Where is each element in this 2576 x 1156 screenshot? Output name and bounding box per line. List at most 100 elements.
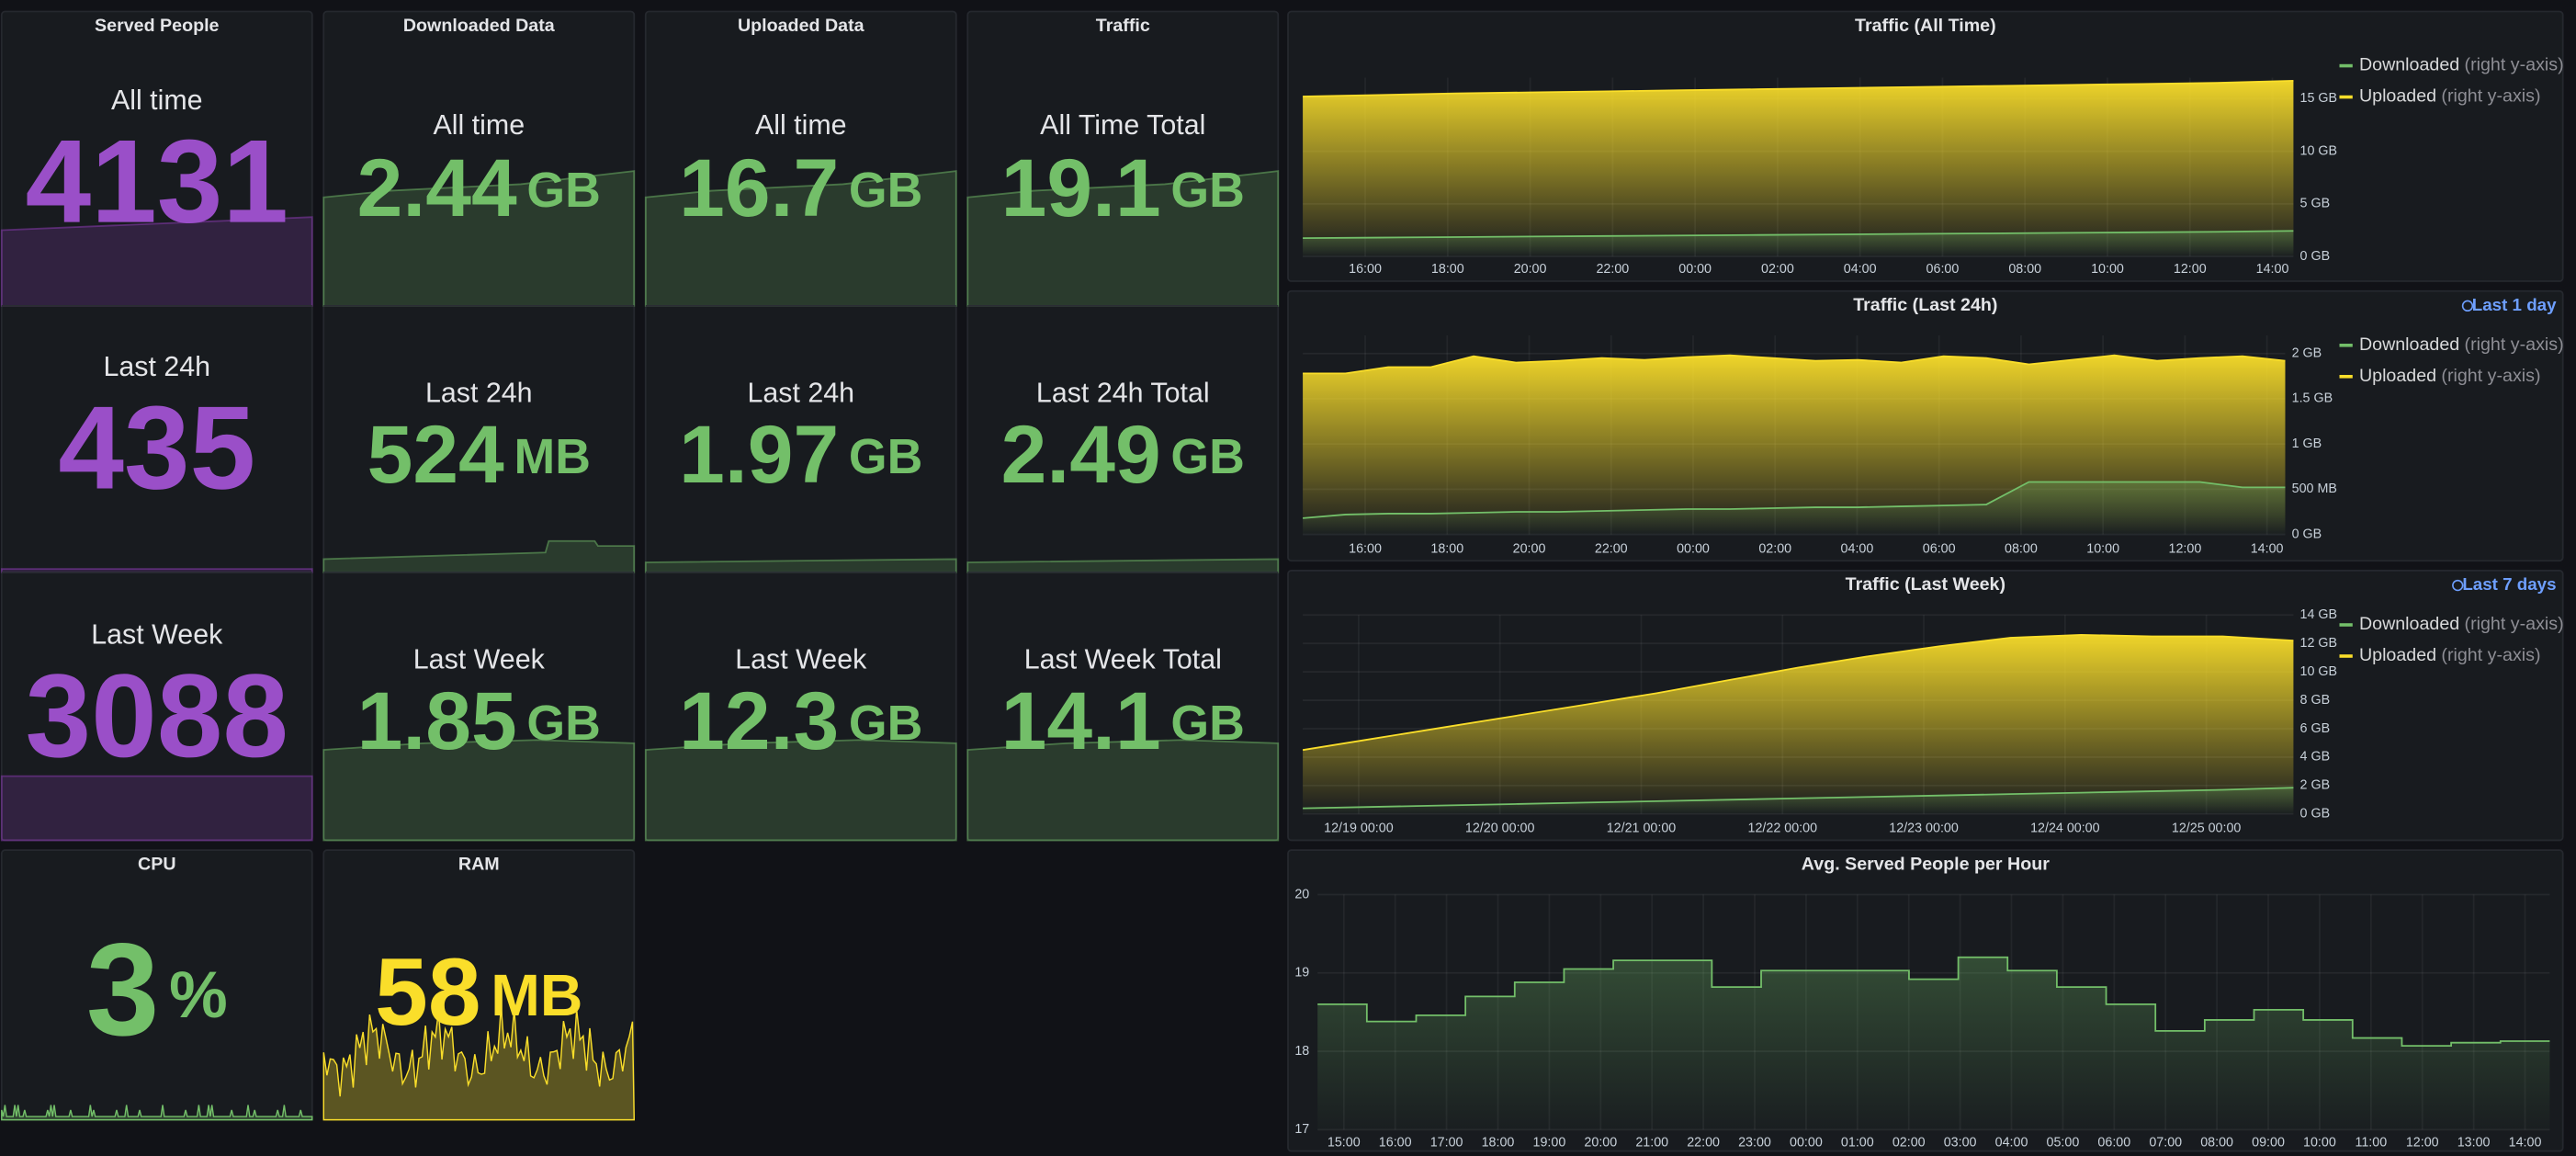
panel-title: Traffic (Last 24h): [1853, 295, 1997, 315]
sparkline: [644, 739, 957, 842]
stat-label: Last Week: [413, 643, 546, 674]
x-tick-label: 12/25 00:00: [2172, 822, 2242, 836]
series-line: [1317, 956, 2550, 1047]
stat-value: 3088: [26, 650, 288, 782]
sparkline: [322, 1005, 635, 1121]
x-tick-label: 08:00: [2005, 541, 2038, 556]
value: 12.3: [679, 674, 839, 766]
stat-value: 1.97 GB: [679, 408, 922, 500]
unit: GB: [849, 696, 922, 751]
series-line: [1303, 481, 2286, 519]
x-tick-label: 19:00: [1533, 1135, 1566, 1150]
value: 19.1: [1001, 142, 1161, 233]
x-tick-label: 12/21 00:00: [1607, 822, 1677, 836]
panel-title: RAM: [458, 854, 500, 874]
stat-label: All time: [111, 85, 203, 116]
x-tick-label: 20:00: [1584, 1135, 1617, 1150]
series-line: [1303, 354, 2286, 375]
x-tick-label: 22:00: [1595, 541, 1628, 556]
stat-value: 12.3 GB: [679, 674, 922, 766]
x-tick-label: 04:00: [1844, 262, 1877, 277]
x-tick-label: 07:00: [2149, 1135, 2182, 1150]
legend-entry: Uploaded (right y-axis): [2359, 366, 2541, 386]
series-area: [1303, 634, 2294, 814]
series-area: [1303, 231, 2294, 257]
y-tick-label: 0 GB: [2292, 527, 2322, 541]
x-tick-label: 14:00: [2251, 541, 2284, 556]
legend-suffix: (right y-axis): [2441, 366, 2540, 386]
panel-title: Avg. Served People per Hour: [1802, 854, 2050, 874]
stat-value: 3%: [86, 916, 228, 1063]
legend-suffix: (right y-axis): [2441, 86, 2540, 107]
panel-title: Traffic: [1096, 16, 1150, 36]
x-tick-label: 15:00: [1328, 1135, 1361, 1150]
legend-name: Downloaded: [2359, 55, 2459, 75]
panel-title: Served People: [95, 16, 219, 36]
sparkline: [966, 558, 1280, 573]
value: 4131: [26, 116, 288, 248]
y-tick-label: 18: [1294, 1044, 1309, 1059]
stat-label: All Time Total: [1040, 109, 1205, 141]
series-line: [1303, 787, 2294, 810]
sparkline: [966, 170, 1280, 307]
x-tick-label: 12/24 00:00: [2030, 822, 2100, 836]
stat-label: Last 24h: [425, 377, 533, 408]
x-tick-label: 14:00: [2509, 1135, 2542, 1150]
x-tick-label: 13:00: [2457, 1135, 2491, 1150]
sparkline: [1, 1105, 313, 1121]
clock-icon: [2461, 300, 2474, 312]
stat-value: 1.85 GB: [357, 674, 601, 766]
series-area: [1303, 80, 2294, 257]
value: 2.49: [1001, 408, 1161, 500]
stat-value: 435: [58, 381, 255, 514]
y-tick-label: 17: [1294, 1122, 1309, 1137]
y-tick-label: 4 GB: [2300, 750, 2331, 765]
panel-title: Traffic (All Time): [1855, 16, 1996, 36]
x-tick-label: 12:00: [2174, 262, 2207, 277]
y-tick-label: 500 MB: [2292, 482, 2337, 496]
x-tick-label: 02:00: [1758, 541, 1791, 556]
y-tick-label: 0 GB: [2300, 807, 2331, 822]
unit: GB: [1170, 163, 1244, 218]
unit: GB: [1170, 429, 1244, 484]
x-tick-label: 18:00: [1431, 262, 1464, 277]
series-area: [1317, 957, 2550, 1130]
x-tick-label: 12:00: [2169, 541, 2202, 556]
x-tick-label: 02:00: [1761, 262, 1794, 277]
sparkline: [0, 775, 313, 842]
sparkline: [644, 558, 957, 573]
stat-label: All time: [755, 109, 847, 141]
value: 14.1: [1001, 674, 1161, 766]
panel-title: CPU: [138, 854, 176, 874]
x-tick-label: 01:00: [1841, 1135, 1874, 1150]
x-tick-label: 00:00: [1790, 1135, 1823, 1150]
legend-name: Downloaded: [2359, 614, 2459, 634]
unit: GB: [1170, 696, 1244, 751]
x-tick-label: 20:00: [1514, 262, 1547, 277]
value: 2.44: [357, 142, 517, 233]
unit: MB: [491, 962, 582, 1028]
x-tick-label: 18:00: [1430, 541, 1463, 556]
y-tick-label: 0 GB: [2300, 249, 2331, 264]
x-tick-label: 20:00: [1513, 541, 1546, 556]
x-tick-label: 16:00: [1349, 262, 1382, 277]
y-tick-label: 1 GB: [2292, 436, 2322, 451]
y-tick-label: 15 GB: [2300, 91, 2338, 106]
time-range: Last 7 days: [2462, 574, 2556, 594]
unit: GB: [849, 163, 922, 218]
x-tick-label: 06:00: [2097, 1135, 2130, 1150]
stat-value: 58 MB: [375, 938, 582, 1045]
value: 1.85: [357, 674, 517, 766]
y-tick-label: 20: [1294, 887, 1309, 901]
panel-title: Traffic (Last Week): [1846, 574, 2005, 595]
x-tick-label: 10:00: [2303, 1135, 2336, 1150]
y-tick-label: 2 GB: [2292, 346, 2322, 361]
stat-value: 524 MB: [367, 408, 591, 500]
series-line: [1302, 634, 2294, 752]
clock-icon: [2452, 579, 2464, 592]
legend-suffix: (right y-axis): [2465, 334, 2564, 355]
x-tick-label: 16:00: [1379, 1135, 1412, 1150]
legend-entry: Downloaded (right y-axis): [2359, 334, 2564, 355]
y-tick-label: 10 GB: [2300, 143, 2338, 158]
